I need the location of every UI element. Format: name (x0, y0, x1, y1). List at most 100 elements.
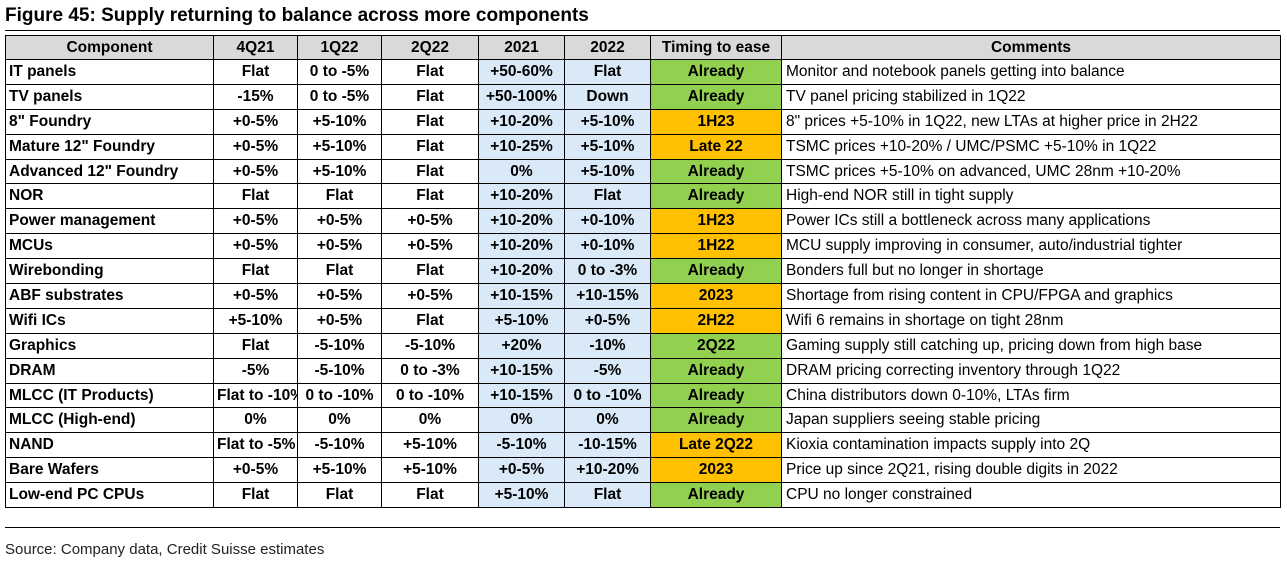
table-row: Advanced 12" Foundry +0-5% +5-10% Flat 0% +5-… (5, 158, 1281, 185)
cell-2q22: Flat (381, 83, 479, 110)
cell-timing-to-ease: 1H22 (650, 233, 782, 260)
cell-2021: +0-5% (478, 457, 565, 484)
cell-4q21: +0-5% (213, 158, 298, 185)
table-row: Bare Wafers +0-5% +5-10% +5-10% +0-5% +10-20%… (5, 457, 1281, 484)
cell-timing-to-ease: 2023 (650, 283, 782, 309)
cell-comment: High-end NOR still in tight supply (781, 183, 1281, 210)
cell-4q21: -5% (213, 357, 298, 384)
cell-2022: 0 to -3% (564, 258, 651, 285)
cell-2q22: +5-10% (381, 457, 479, 484)
cell-comment: China distributors down 0-10%, LTAs firm (781, 382, 1281, 409)
table-row: Wirebonding Flat Flat Flat +10-20% 0 to -3% Al… (5, 258, 1281, 285)
cell-component: Advanced 12" Foundry (5, 158, 214, 185)
cell-component: 8" Foundry (5, 108, 214, 135)
cell-comment: Bonders full but no longer in shortage (781, 258, 1281, 285)
table-row: Wifi ICs +5-10% +0-5% Flat +5-10% +0-5% 2H22 Wi… (5, 307, 1281, 334)
cell-2021: +50-60% (478, 59, 565, 85)
cell-component: Bare Wafers (5, 457, 214, 484)
cell-2021: +10-20% (478, 108, 565, 135)
cell-timing-to-ease: Already (650, 258, 782, 285)
cell-1q22: +0-5% (297, 283, 382, 309)
table-row: ABF substrates +0-5% +0-5% +0-5% +10-15% +10-… (5, 283, 1281, 309)
table-row: IT panels Flat 0 to -5% Flat +50-60% Flat Alre… (5, 59, 1281, 85)
header-row: Component 4Q21 1Q22 2Q22 2021 2022 Timin… (5, 35, 1281, 60)
table-row: Power management +0-5% +0-5% +0-5% +10-20% +0… (5, 208, 1281, 235)
cell-timing-to-ease: Late 2Q22 (650, 432, 782, 459)
cell-comment: TV panel pricing stabilized in 1Q22 (781, 83, 1281, 110)
cell-timing-to-ease: 2Q22 (650, 332, 782, 359)
cell-comment: Kioxia contamination impacts supply into… (781, 432, 1281, 459)
cell-comment: DRAM pricing correcting inventory throug… (781, 357, 1281, 384)
cell-4q21: +5-10% (213, 307, 298, 334)
cell-2022: +5-10% (564, 158, 651, 185)
cell-2021: +10-20% (478, 258, 565, 285)
table-row: MLCC (High-end) 0% 0% 0% 0% 0% Already Japan su… (5, 407, 1281, 434)
header-1q22: 1Q22 (297, 35, 382, 60)
cell-timing-to-ease: 2023 (650, 457, 782, 484)
cell-comment: Shortage from rising content in CPU/FPGA… (781, 283, 1281, 309)
cell-timing-to-ease: Already (650, 83, 782, 110)
cell-2022: -10-15% (564, 432, 651, 459)
cell-timing-to-ease: Late 22 (650, 133, 782, 160)
cell-1q22: +5-10% (297, 108, 382, 135)
cell-2q22: Flat (381, 108, 479, 135)
cell-component: MLCC (High-end) (5, 407, 214, 434)
header-4q21: 4Q21 (213, 35, 298, 60)
table-row: DRAM -5% -5-10% 0 to -3% +10-15% -5% Already DR… (5, 357, 1281, 384)
cell-2021: -5-10% (478, 432, 565, 459)
cell-2022: -5% (564, 357, 651, 384)
cell-2q22: -5-10% (381, 332, 479, 359)
cell-timing-to-ease: Already (650, 382, 782, 409)
cell-1q22: +5-10% (297, 158, 382, 185)
cell-timing-to-ease: Already (650, 407, 782, 434)
cell-2021: +10-20% (478, 208, 565, 235)
table-row: NAND Flat to -5% -5-10% +5-10% -5-10% -10-15%… (5, 432, 1281, 459)
table-body: IT panels Flat 0 to -5% Flat +50-60% Flat Alre… (5, 59, 1281, 509)
cell-2022: +5-10% (564, 108, 651, 135)
cell-1q22: +5-10% (297, 133, 382, 160)
cell-2022: 0% (564, 407, 651, 434)
cell-2q22: Flat (381, 258, 479, 285)
header-2q22: 2Q22 (381, 35, 479, 60)
cell-comment: MCU supply improving in consumer, auto/i… (781, 233, 1281, 260)
title-rule (5, 30, 1280, 31)
cell-timing-to-ease: Already (650, 158, 782, 185)
cell-comment: Price up since 2Q21, rising double digit… (781, 457, 1281, 484)
cell-2022: Down (564, 83, 651, 110)
cell-timing-to-ease: Already (650, 482, 782, 509)
cell-timing-to-ease: 1H23 (650, 108, 782, 135)
cell-component: MCUs (5, 233, 214, 260)
cell-timing-to-ease: 2H22 (650, 307, 782, 334)
cell-timing-to-ease: Already (650, 59, 782, 85)
cell-2022: +0-10% (564, 233, 651, 260)
cell-1q22: +5-10% (297, 457, 382, 484)
cell-4q21: 0% (213, 407, 298, 434)
cell-2q22: Flat (381, 59, 479, 85)
bottom-rule (5, 527, 1280, 528)
cell-component: MLCC (IT Products) (5, 382, 214, 409)
cell-component: Graphics (5, 332, 214, 359)
cell-2022: +10-15% (564, 283, 651, 309)
cell-2021: +10-20% (478, 233, 565, 260)
cell-4q21: Flat to -10% (213, 382, 298, 409)
cell-comment: 8" prices +5-10% in 1Q22, new LTAs at hi… (781, 108, 1281, 135)
cell-2021: +10-25% (478, 133, 565, 160)
cell-1q22: +0-5% (297, 208, 382, 235)
cell-4q21: Flat (213, 332, 298, 359)
cell-2021: +10-15% (478, 357, 565, 384)
cell-2q22: Flat (381, 307, 479, 334)
cell-comment: Monitor and notebook panels getting into… (781, 59, 1281, 85)
cell-2q22: +0-5% (381, 233, 479, 260)
cell-component: TV panels (5, 83, 214, 110)
cell-4q21: +0-5% (213, 233, 298, 260)
cell-4q21: Flat (213, 482, 298, 509)
cell-2q22: Flat (381, 482, 479, 509)
header-component: Component (5, 35, 214, 60)
cell-4q21: Flat to -5% (213, 432, 298, 459)
supply-table: Component 4Q21 1Q22 2Q22 2021 2022 Timin… (5, 35, 1281, 509)
cell-2022: Flat (564, 183, 651, 210)
cell-4q21: +0-5% (213, 108, 298, 135)
cell-2q22: +0-5% (381, 283, 479, 309)
cell-comment: Wifi 6 remains in shortage on tight 28nm (781, 307, 1281, 334)
cell-comment: TSMC prices +5-10% on advanced, UMC 28nm… (781, 158, 1281, 185)
